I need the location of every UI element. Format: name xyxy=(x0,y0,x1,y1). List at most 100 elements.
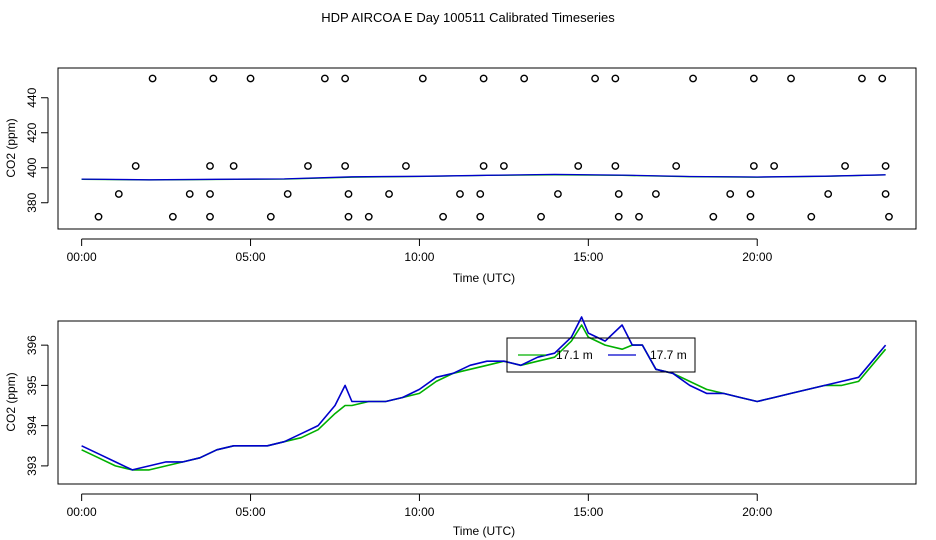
chart-title: HDP AIRCOA E Day 100511 Calibrated Times… xyxy=(321,10,615,25)
bottom-series-group xyxy=(81,316,887,471)
marker-point xyxy=(635,212,643,221)
marker-point xyxy=(479,162,488,170)
marker-point xyxy=(479,74,488,83)
top-x-tick-label: 10:00 xyxy=(404,250,434,264)
legend-label-green: 17.1 m xyxy=(556,348,593,362)
marker-point xyxy=(364,212,373,221)
top-series-line-blue xyxy=(81,173,886,181)
marker-point xyxy=(746,190,755,198)
bottom-x-tick-label: 20:00 xyxy=(742,505,772,519)
bottom-series-line-green xyxy=(81,324,887,471)
marker-point xyxy=(402,162,410,170)
top-y-axis-label: CO2 (ppm) xyxy=(4,118,18,177)
marker-point xyxy=(229,162,238,170)
marker-point xyxy=(591,74,599,83)
bottom-x-tick-label: 15:00 xyxy=(573,505,603,519)
bottom-y-axis-label: CO2 (ppm) xyxy=(4,372,18,431)
marker-point xyxy=(881,190,890,198)
marker-point xyxy=(439,212,447,221)
bottom-y-tick-label: 394 xyxy=(25,415,39,435)
marker-point xyxy=(746,212,755,221)
bottom-x-axis: 00:00 05:00 10:00 15:00 20:00 xyxy=(67,493,773,519)
top-x-tick-label: 20:00 xyxy=(742,250,772,264)
top-y-tick-label: 420 xyxy=(25,122,39,142)
top-y-tick-label: 400 xyxy=(25,157,39,177)
marker-point xyxy=(499,162,508,170)
top-panel: 00:00 05:00 10:00 15:00 20:00 380 400 420 440 T… xyxy=(4,67,917,285)
marker-point xyxy=(206,212,214,221)
marker-point xyxy=(537,212,545,221)
marker-point xyxy=(726,190,735,198)
marker-point xyxy=(614,212,623,221)
marker-point xyxy=(749,74,758,83)
marker-point xyxy=(881,162,890,170)
marker-point xyxy=(574,162,583,170)
marker-point xyxy=(611,162,620,170)
marker-point xyxy=(858,74,866,83)
marker-point xyxy=(344,190,353,198)
marker-point xyxy=(304,162,312,170)
top-y-tick-label: 440 xyxy=(25,87,39,107)
marker-point xyxy=(209,74,218,83)
marker-point xyxy=(878,74,887,83)
marker-point xyxy=(94,212,103,221)
marker-point xyxy=(476,212,485,221)
bottom-y-tick-label: 396 xyxy=(25,335,39,355)
marker-point xyxy=(114,190,123,198)
marker-point xyxy=(476,190,485,198)
bottom-y-axis: 393 394 395 396 xyxy=(25,335,49,476)
marker-point xyxy=(614,190,623,198)
top-x-axis-label: Time (UTC) xyxy=(453,271,515,285)
marker-point xyxy=(344,212,353,221)
marker-point xyxy=(206,190,214,198)
marker-point xyxy=(770,162,779,170)
marker-point xyxy=(611,74,620,83)
marker-point xyxy=(185,190,194,198)
marker-point xyxy=(320,74,329,83)
marker-point xyxy=(709,212,718,221)
marker-point xyxy=(651,190,660,198)
bottom-x-tick-label: 00:00 xyxy=(67,505,97,519)
top-y-axis: 380 400 420 440 xyxy=(25,87,49,213)
bottom-y-tick-label: 395 xyxy=(25,375,39,395)
marker-point xyxy=(148,74,157,83)
bottom-x-axis-label: Time (UTC) xyxy=(453,524,515,538)
bottom-y-tick-label: 393 xyxy=(25,456,39,476)
marker-point xyxy=(885,212,893,221)
marker-point xyxy=(283,190,292,198)
bottom-series-line-blue xyxy=(81,316,887,471)
marker-point xyxy=(266,212,275,221)
marker-point xyxy=(341,162,350,170)
bottom-x-tick-label: 05:00 xyxy=(236,505,266,519)
top-x-tick-label: 15:00 xyxy=(573,250,603,264)
marker-point xyxy=(385,190,393,198)
marker-point xyxy=(341,74,350,83)
marker-point xyxy=(520,74,529,83)
top-y-tick-label: 380 xyxy=(25,192,39,212)
legend-label-blue: 17.7 m xyxy=(650,348,687,362)
marker-point xyxy=(456,190,464,198)
top-plot-frame xyxy=(57,67,917,230)
marker-point xyxy=(168,212,177,221)
marker-point xyxy=(418,74,427,83)
marker-point xyxy=(824,190,833,198)
top-markers-group xyxy=(94,74,893,221)
top-x-tick-label: 05:00 xyxy=(236,250,266,264)
marker-point xyxy=(749,162,758,170)
bottom-x-tick-label: 10:00 xyxy=(404,505,434,519)
top-x-axis: 00:00 05:00 10:00 15:00 20:00 xyxy=(67,238,773,264)
bottom-panel: 00:00 05:00 10:00 15:00 20:00 393 394 395 396 T… xyxy=(4,316,917,538)
marker-point xyxy=(131,162,140,170)
marker-point xyxy=(554,190,562,198)
marker-point xyxy=(787,74,795,83)
marker-point xyxy=(206,162,214,170)
marker-point xyxy=(807,212,816,221)
marker-point xyxy=(841,162,849,170)
top-x-tick-label: 00:00 xyxy=(67,250,97,264)
marker-point xyxy=(672,162,681,170)
legend-box xyxy=(506,337,696,373)
top-series-group xyxy=(81,173,886,181)
bottom-plot-frame xyxy=(57,320,917,485)
marker-point xyxy=(689,74,697,83)
